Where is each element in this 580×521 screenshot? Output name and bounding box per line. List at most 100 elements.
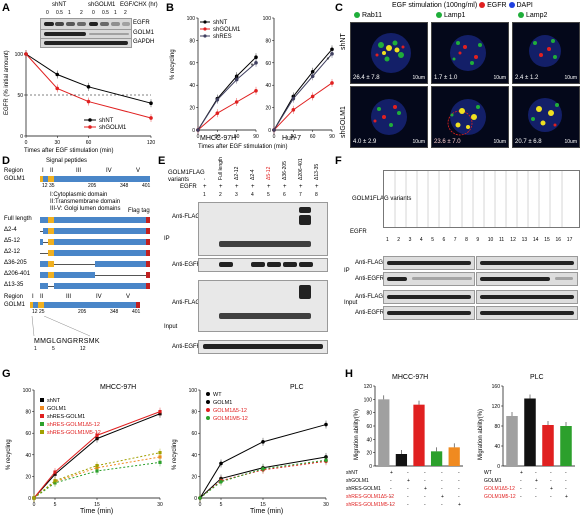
g2-point-1-3: [324, 422, 328, 427]
g-left-legend-marker-4: [40, 430, 44, 434]
e-variant-1: Full length: [218, 156, 224, 180]
f-blot-ip-flag-b: [476, 256, 578, 270]
h1-ytick-label-0: 0: [369, 464, 372, 470]
micro-shgolm1-rab11: 4.0 ± 2.9 10um: [350, 86, 428, 148]
b2-xtick-label-3: 90: [329, 134, 335, 140]
panel-label-b: B: [166, 2, 174, 14]
f-lane-7: 8: [465, 237, 468, 243]
a-ytick-label-0: 0: [20, 134, 23, 140]
b1-ytick-label-4: 80: [189, 38, 195, 44]
f-blot-ip-egfr-a: [383, 272, 475, 286]
b1-ytick-label-1: 20: [189, 106, 195, 112]
a-xtick-label-2: 60: [86, 140, 92, 146]
a-blot-gapdh: [40, 38, 132, 48]
e-blot-label-1: Anti-FLAG: [172, 214, 201, 220]
panel-label-a: A: [2, 2, 10, 14]
d-annot-1: I:Cytoplasmic domain: [50, 192, 108, 198]
h1-bar-0: [378, 399, 390, 466]
h1-ytick-label-3: 60: [366, 424, 372, 430]
g2-line-1: [199, 424, 327, 499]
d-domain-bar: [40, 176, 150, 182]
g1-ytick-label-5: 100: [23, 388, 32, 394]
h-left-cell-0-4: -: [458, 470, 460, 476]
b-sig-1: *: [251, 63, 254, 70]
g2-point-3-3: [324, 458, 328, 462]
g-left-legend-label-2: shRES-GOLM1: [47, 414, 85, 420]
h-left-cell-3-1: -: [407, 494, 409, 500]
e-blot-ip-flag: [198, 202, 328, 256]
b1-ytick-label-3: 60: [189, 61, 195, 67]
f-lane-15: 16: [555, 237, 562, 243]
h2-ytick-label-1: 40: [494, 444, 500, 450]
f-blot-input-flag-b: [476, 290, 578, 304]
g2-ytick-label-2: 40: [191, 453, 197, 459]
b2-ytick-label-0: 0: [268, 128, 271, 134]
b2-ytick-label-3: 60: [265, 61, 271, 67]
h-right-cell-2-2: +: [550, 486, 553, 492]
h-rows-right: WT + - - - GOLM1- + - - GOLM1Δ5-12- - + - GOLM1M5-12-…: [484, 470, 579, 510]
a-header-conditions: EGF/CHX (hr): [120, 2, 158, 8]
b1-point-1-1: [215, 111, 220, 115]
g1-line-2: [33, 411, 161, 499]
c-title: EGF stimulation (100ng/ml) EGFR DAPI: [392, 2, 533, 9]
f-lane-0: 1: [386, 237, 389, 243]
b2-point-1-2: [310, 94, 315, 99]
b-legend-marker-0: [203, 20, 207, 24]
a-point-1-3: [149, 116, 153, 120]
h-left-row-2: shRES-GOLM1: [346, 486, 381, 492]
d-protein-2: GOLM1: [4, 302, 26, 308]
h-left-cell-2-0: -: [390, 486, 392, 492]
d-seqpos-1: 5: [52, 346, 55, 352]
b-xlabel: Times after EGF stimulation (min): [198, 144, 288, 150]
panel-label-h: H: [345, 368, 353, 380]
a-legend-marker-0: [88, 118, 92, 122]
h1-ytick-label-2: 40: [366, 437, 372, 443]
g2-ytick-label-4: 80: [191, 410, 197, 416]
c-legend-rab11: Rab11: [354, 12, 382, 20]
f-egfr-label: EGFR: [350, 229, 367, 235]
a-ytick-label-1: 50: [17, 93, 23, 99]
e-lanes: 1 2 3 4 5 6 7 8: [198, 192, 326, 200]
e-lane-0: 1: [203, 192, 206, 198]
h-title-left: MHCC-97H: [392, 374, 429, 381]
h-right-row-3: GOLM1M5-12: [484, 494, 516, 500]
e-variant-4: Δ5-12: [266, 166, 272, 180]
g2-ytick-label-1: 20: [191, 474, 197, 480]
e-blot-ip-egfr: [198, 258, 328, 272]
d-construct-bar-6: [40, 283, 150, 289]
a-timepoint-0: 0: [46, 10, 49, 16]
g1-point-4-3: [158, 451, 162, 455]
f-lane-8: 9: [476, 237, 480, 243]
b2-point-0-3: [330, 47, 334, 52]
g-left-legend-marker-0: [40, 398, 44, 402]
c-row-shgolm1: shGOLM1: [340, 106, 347, 138]
f-variant-table: [383, 170, 580, 228]
g2-line-3: [199, 459, 327, 499]
d-annot-signal: Signal peptides: [46, 158, 88, 164]
a-xlabel: Times after EGF stimulation (min): [24, 148, 114, 154]
g1-point-4-0: [32, 496, 36, 500]
h-left-cell-4-0: -: [390, 502, 392, 508]
g-right-legend-label-3: GOLM1M5-12: [213, 416, 248, 422]
g-xlabel-left: Time (min): [80, 508, 114, 515]
g2-ytick-label-3: 60: [191, 431, 197, 437]
g1-point-2-2: [95, 433, 99, 437]
g-right-legend-label-2: GOLM1Δ5-12: [213, 408, 247, 414]
g1-ytick-label-3: 60: [25, 431, 31, 437]
h2-bar-3: [560, 426, 572, 466]
d-position-0: 12: [42, 183, 48, 189]
d-region-1: II: [50, 168, 54, 174]
d-region-0: I: [42, 168, 44, 174]
g-ylabel-right: % recycling: [172, 439, 178, 470]
b-legend-marker-1: [203, 27, 207, 31]
g2-xtick-label-3: 30: [323, 502, 329, 508]
a-ytick-label-2: 100: [15, 52, 24, 58]
b1-point-2-1: [215, 97, 220, 102]
d-position-1: 35: [49, 183, 55, 189]
a-point-1-0: [24, 52, 28, 56]
e-blot-label-2: Anti-EGFR: [172, 262, 202, 268]
h1-ytick-label-4: 80: [366, 411, 372, 417]
e-lane-4: 5: [267, 192, 270, 198]
a-point-1-2: [86, 99, 91, 104]
a-group-shnt: shNT: [52, 2, 67, 8]
